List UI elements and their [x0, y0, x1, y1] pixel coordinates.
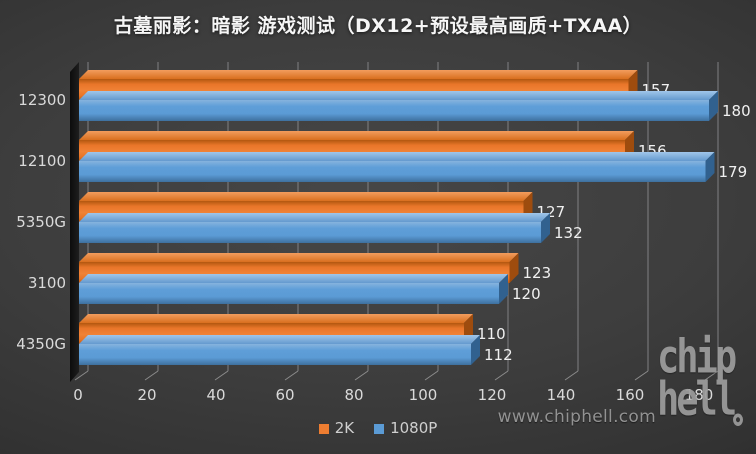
bar-1080p-12100 [79, 152, 715, 182]
category-label: 3100 [28, 274, 66, 292]
value-label: 120 [512, 285, 541, 303]
floor-tick [494, 370, 509, 381]
bar-1080p-3100 [79, 274, 508, 304]
floor-tick [634, 370, 649, 381]
category-label: 5350G [16, 213, 66, 231]
value-label: 112 [484, 346, 513, 364]
floor-tick [354, 370, 369, 381]
x-axis-label: 120 [478, 386, 507, 404]
chiphell-logo-line1: chip [657, 329, 737, 384]
chiphell-logo-line2: hell [657, 372, 737, 426]
bar-1080p-5350g [79, 213, 550, 243]
bar-1080p-4350g [79, 335, 480, 365]
chiphell-logo-circuit-dot [733, 413, 743, 426]
chart-title: 古墓丽影：暗影 游戏测试（DX12+预设最高画质+TXAA） [113, 15, 643, 37]
x-axis-label: 140 [547, 386, 576, 404]
floor-tick [424, 370, 439, 381]
value-label: 132 [554, 224, 583, 242]
legend-item-1080p: 1080P [374, 421, 437, 436]
chiphell-logo: chip hell [657, 329, 749, 426]
bar-1080p-12300 [79, 91, 718, 121]
category-label: 12100 [18, 152, 66, 170]
category-label: 12300 [18, 91, 66, 109]
floor-tick [214, 370, 229, 381]
legend-label-2k: 2K [334, 419, 355, 437]
value-label: 110 [477, 325, 506, 343]
value-label: 180 [722, 102, 751, 120]
chart-legend: 2K 1080P [0, 421, 756, 436]
legend-item-2k: 2K [318, 419, 355, 437]
legend-swatch-2k [318, 423, 329, 434]
x-axis-label: 180 [685, 386, 714, 404]
floor-tick [704, 370, 719, 381]
chiphell-watermark: www.chiphell.com [497, 407, 656, 427]
floor-tick [74, 370, 89, 381]
legend-label-1080p: 1080P [390, 419, 438, 437]
value-label: 179 [719, 163, 748, 181]
x-axis-label: 20 [137, 386, 156, 404]
x-axis-label: 60 [275, 386, 294, 404]
x-axis-label: 40 [206, 386, 225, 404]
x-axis-label: 0 [73, 386, 83, 404]
category-label: 4350G [16, 335, 66, 353]
x-axis-label: 100 [409, 386, 438, 404]
legend-swatch-1080p [374, 423, 385, 434]
x-axis-label: 160 [616, 386, 645, 404]
floor-tick [564, 370, 579, 381]
floor-tick [284, 370, 299, 381]
value-label: 123 [523, 264, 552, 282]
floor-tick [144, 370, 159, 381]
y-axis-wall [70, 62, 79, 382]
x-axis-label: 80 [344, 386, 363, 404]
